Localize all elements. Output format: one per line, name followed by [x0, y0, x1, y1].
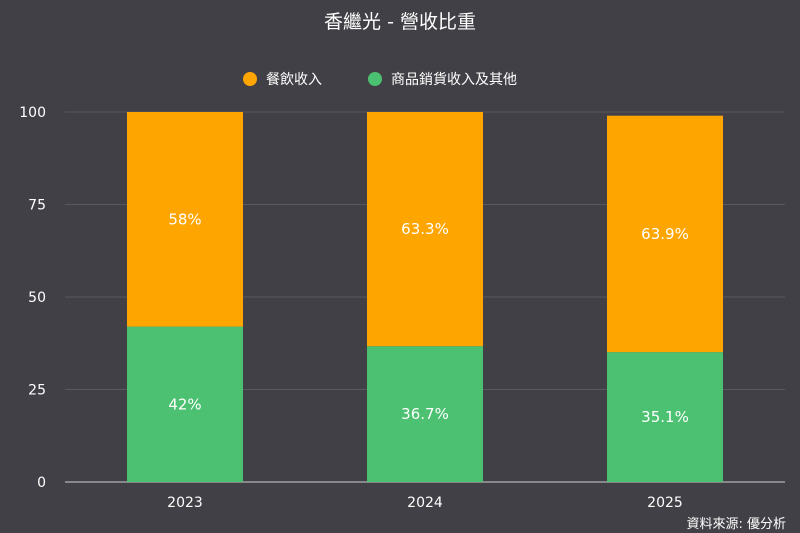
- data-label-2025-series-1: 63.9%: [641, 225, 689, 243]
- y-tick-label-3: 75: [28, 198, 46, 214]
- bar-2023-series-1: [127, 112, 243, 327]
- data-label-2024-series-1: 63.3%: [401, 220, 449, 238]
- data-label-2025-series-0: 35.1%: [641, 408, 689, 426]
- x-tick-label-2: 2025: [647, 495, 683, 511]
- x-axis-ticks: 2023 2024 2025: [167, 495, 683, 511]
- data-label-2023-series-0: 42%: [168, 395, 201, 413]
- y-tick-label-1: 25: [28, 383, 46, 399]
- bar-2024-series-0: [367, 346, 483, 482]
- bar-2024-series-1: [367, 112, 483, 347]
- legend-marker-1: [243, 72, 257, 86]
- bar-2023-series-0: [127, 326, 243, 482]
- bars: 42% 58% 36.7% 63.3% 35.1% 63.9%: [127, 112, 723, 482]
- legend-marker-0: [368, 72, 382, 86]
- data-label-2024-series-0: 36.7%: [401, 405, 449, 423]
- chart-title: 香繼光 - 營收比重: [324, 11, 476, 33]
- legend-label-1: 餐飲收入: [266, 72, 322, 88]
- bar-2025-series-0: [607, 352, 723, 482]
- y-tick-label-2: 50: [28, 290, 46, 306]
- source-note: 資料來源: 優分析: [686, 517, 786, 532]
- legend-label-0: 商品銷貨收入及其他: [391, 71, 517, 88]
- y-axis-ticks: 0 25 50 75 100: [19, 105, 46, 491]
- y-tick-label-4: 100: [19, 105, 46, 121]
- x-tick-label-1: 2024: [407, 495, 443, 511]
- data-label-2023-series-1: 58%: [168, 210, 201, 228]
- y-tick-label-0: 0: [37, 475, 46, 491]
- legend: 餐飲收入 商品銷貨收入及其他: [243, 71, 517, 88]
- x-tick-label-0: 2023: [167, 495, 203, 511]
- bar-2025-series-1: [607, 115, 723, 353]
